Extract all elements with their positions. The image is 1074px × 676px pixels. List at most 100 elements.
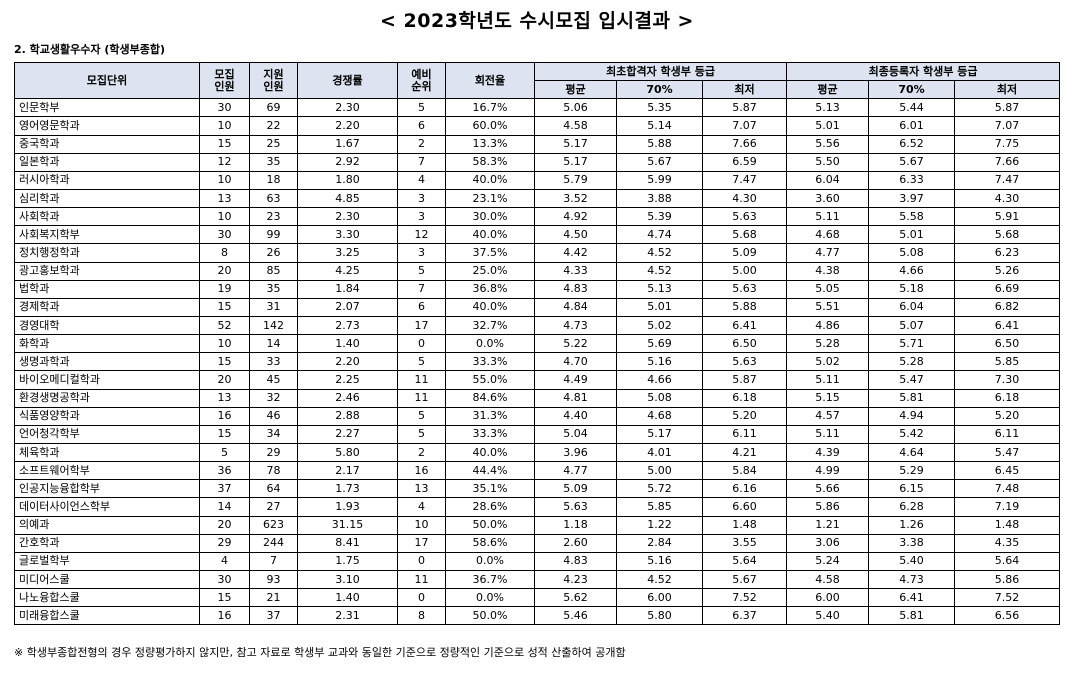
value-cell: 6.50 [701, 334, 788, 354]
value-cell: 4.70 [534, 352, 617, 372]
value-cell: 6.18 [701, 388, 788, 408]
value-cell: 5 [397, 98, 446, 118]
value-cell: 93 [249, 569, 298, 590]
unit-name-cell: 미디어스쿨 [14, 569, 200, 590]
value-cell: 35 [249, 279, 298, 299]
value-cell: 23 [249, 207, 298, 227]
value-cell: 3.06 [786, 533, 870, 553]
value-cell: 10 [199, 116, 250, 136]
value-cell: 2.31 [297, 606, 398, 626]
unit-name-cell: 러시아학과 [14, 170, 200, 190]
value-cell: 7.75 [954, 134, 1061, 154]
value-cell: 37 [249, 606, 298, 626]
value-cell: 36.7% [445, 569, 535, 590]
value-cell: 4.92 [534, 207, 617, 227]
value-cell: 5.80 [297, 442, 398, 463]
value-cell: 3.55 [701, 533, 788, 553]
unit-name-cell: 미래융합스쿨 [14, 606, 200, 626]
value-cell: 36.8% [445, 279, 535, 299]
value-cell: 5.20 [701, 406, 788, 426]
value-cell: 3.25 [297, 243, 398, 263]
value-cell: 11 [397, 370, 446, 390]
value-cell: 5.28 [786, 334, 870, 354]
value-cell: 3.97 [868, 188, 956, 209]
value-cell: 0 [397, 334, 446, 354]
table-row: 바이오메디컬학과 20 45 2.25 11 55.0% 4.49 4.66 5.87 5.11 5… [14, 370, 1061, 390]
value-cell: 20 [199, 370, 250, 390]
value-cell: 17 [397, 315, 446, 336]
value-cell: 2.60 [534, 533, 617, 553]
value-cell: 5.09 [701, 243, 788, 263]
value-cell: 6.00 [786, 588, 870, 608]
value-cell: 3.60 [786, 188, 870, 209]
value-cell: 44.4% [445, 461, 535, 481]
value-cell: 31 [249, 297, 298, 317]
value-cell: 6.16 [701, 479, 788, 499]
value-cell: 40.0% [445, 170, 535, 190]
value-cell: 1.93 [297, 497, 398, 517]
value-cell: 1.80 [297, 170, 398, 190]
value-cell: 10 [397, 515, 446, 535]
unit-name-cell: 화학과 [14, 334, 200, 354]
value-cell: 6.28 [868, 497, 956, 517]
value-cell: 4.64 [868, 442, 956, 463]
value-cell: 2.25 [297, 370, 398, 390]
value-cell: 1.40 [297, 588, 398, 608]
value-cell: 5.16 [616, 551, 703, 571]
value-cell: 142 [249, 315, 298, 336]
value-cell: 2.30 [297, 207, 398, 227]
value-cell: 33.3% [445, 352, 535, 372]
value-cell: 5 [397, 424, 446, 444]
header-initial-admits: 최초합격자 학생부 등급 [533, 61, 788, 82]
table-row: 법학과 19 35 1.84 7 36.8% 4.83 5.13 5.63 5.05 5.18 6.6… [14, 279, 1061, 299]
value-cell: 16.7% [445, 98, 535, 118]
table-row: 의예과 20 623 31.15 10 50.0% 1.18 1.22 1.48 1.21 1.26… [14, 515, 1061, 535]
value-cell: 4.84 [534, 297, 617, 317]
value-cell: 3 [397, 188, 446, 209]
value-cell: 4.58 [534, 116, 617, 136]
table-row: 나노융합스쿨 15 21 1.40 0 0.0% 5.62 6.00 7.52 6.00 6.41 7… [14, 588, 1061, 608]
value-cell: 5.47 [954, 442, 1061, 463]
value-cell: 6.41 [868, 588, 956, 608]
value-cell: 5.67 [616, 152, 703, 172]
value-cell: 6.69 [954, 279, 1061, 299]
value-cell: 7.47 [954, 170, 1061, 190]
value-cell: 13 [199, 388, 250, 408]
value-cell: 6 [397, 116, 446, 136]
value-cell: 5.15 [786, 388, 870, 408]
value-cell: 5.63 [701, 352, 788, 372]
value-cell: 4.83 [534, 551, 617, 571]
value-cell: 16 [199, 406, 250, 426]
value-cell: 8 [397, 606, 446, 626]
table-row: 화학과 10 14 1.40 0 0.0% 5.22 5.69 6.50 5.28 5.71 6.50 [14, 334, 1061, 354]
value-cell: 2 [397, 134, 446, 154]
value-cell: 15 [199, 588, 250, 608]
value-cell: 7.48 [954, 479, 1061, 499]
value-cell: 63 [249, 188, 298, 209]
value-cell: 32 [249, 388, 298, 408]
value-cell: 2.17 [297, 461, 398, 481]
value-cell: 29 [249, 442, 298, 463]
value-cell: 11 [397, 569, 446, 590]
value-cell: 4.21 [701, 442, 788, 463]
value-cell: 5.63 [534, 497, 617, 517]
value-cell: 5.40 [786, 606, 870, 626]
value-cell: 7.47 [701, 170, 788, 190]
value-cell: 13.3% [445, 134, 535, 154]
value-cell: 30 [199, 98, 250, 118]
value-cell: 12 [397, 225, 446, 245]
value-cell: 7.52 [954, 588, 1061, 608]
value-cell: 5 [199, 442, 250, 463]
value-cell: 6.41 [701, 315, 788, 336]
value-cell: 5.81 [868, 606, 956, 626]
value-cell: 10 [199, 170, 250, 190]
value-cell: 5.22 [534, 334, 617, 354]
value-cell: 20 [199, 261, 250, 281]
unit-name-cell: 소프트웨어학부 [14, 461, 200, 481]
unit-name-cell: 바이오메디컬학과 [14, 370, 200, 390]
value-cell: 4.33 [534, 261, 617, 281]
value-cell: 4 [397, 497, 446, 517]
value-cell: 6.11 [701, 424, 788, 444]
unit-name-cell: 식품영양학과 [14, 406, 200, 426]
header-initial-min: 최저 [701, 80, 788, 100]
